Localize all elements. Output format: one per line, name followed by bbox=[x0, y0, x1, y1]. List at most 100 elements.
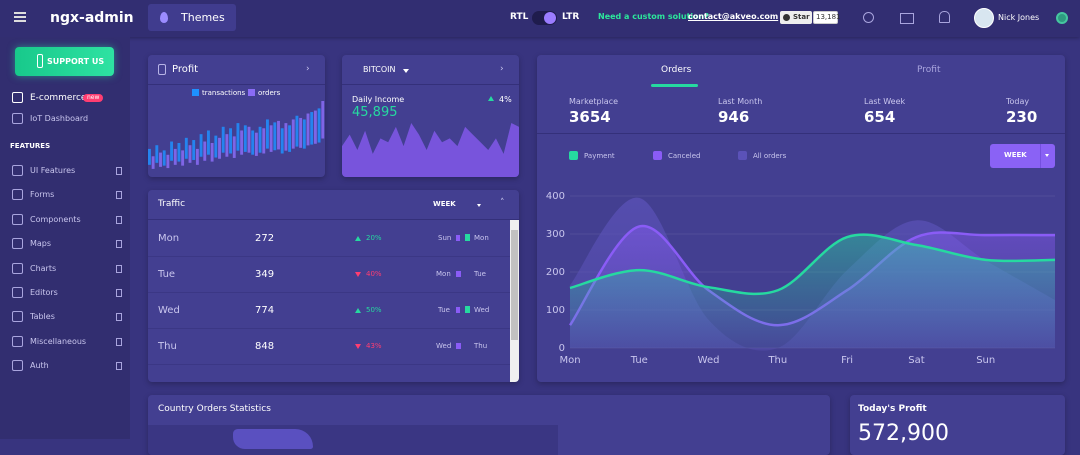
map-land bbox=[233, 429, 313, 449]
bar bbox=[210, 143, 214, 162]
rtl-label[interactable]: RTL bbox=[510, 12, 529, 22]
email-link[interactable]: contact@akveo.com bbox=[688, 12, 779, 21]
tab-indicator bbox=[651, 84, 698, 87]
chevron[interactable]: › bbox=[500, 64, 504, 74]
profit-card: Profit › transactions orders bbox=[148, 55, 325, 177]
traffic-value: 848 bbox=[255, 341, 275, 352]
expand-icon[interactable] bbox=[116, 337, 122, 346]
search-icon[interactable] bbox=[863, 12, 874, 23]
settings-icon[interactable] bbox=[1056, 12, 1068, 24]
bar bbox=[247, 126, 251, 153]
bar bbox=[295, 115, 299, 147]
bar bbox=[203, 141, 207, 161]
bar bbox=[192, 140, 196, 160]
star-label: Star bbox=[793, 13, 810, 21]
expand-icon[interactable] bbox=[116, 289, 122, 297]
expand-icon[interactable] bbox=[116, 191, 122, 200]
feature-item[interactable]: UI Features bbox=[30, 166, 76, 175]
trend-arrow bbox=[355, 272, 361, 277]
separator bbox=[148, 219, 519, 220]
bar bbox=[277, 120, 280, 150]
sidebar: SUPPORT US E-commerce new IoT Dashboard FEA… bbox=[0, 37, 130, 439]
tab[interactable]: Orders bbox=[661, 65, 692, 75]
feature-icon bbox=[12, 165, 23, 176]
currency-select[interactable]: BITCOIN bbox=[363, 65, 396, 74]
ltr-label[interactable]: LTR bbox=[562, 12, 580, 22]
bar bbox=[188, 145, 192, 163]
period-button[interactable]: WEEK bbox=[990, 144, 1055, 168]
expand-icon[interactable] bbox=[116, 167, 122, 175]
feature-item[interactable]: Forms bbox=[30, 190, 55, 200]
feature-item[interactable]: Auth bbox=[30, 361, 49, 371]
legend-label[interactable]: Canceled bbox=[668, 152, 701, 160]
stat-label: Today bbox=[1006, 97, 1030, 106]
legend-swatch[interactable] bbox=[738, 151, 747, 160]
expand-icon[interactable] bbox=[116, 215, 122, 224]
expand-icon[interactable] bbox=[116, 362, 122, 371]
dropdown-caret[interactable] bbox=[403, 69, 409, 73]
legend-swatch[interactable] bbox=[569, 151, 578, 160]
bar bbox=[306, 113, 310, 146]
legend-swatch[interactable] bbox=[653, 151, 662, 160]
x-tick-label: Sat bbox=[908, 355, 924, 366]
feature-icon bbox=[12, 189, 23, 201]
legend-label: orders bbox=[258, 89, 281, 97]
bar bbox=[266, 119, 269, 149]
bar bbox=[240, 130, 244, 155]
theme-button[interactable]: Themes bbox=[148, 4, 236, 31]
bell-icon[interactable] bbox=[939, 11, 950, 23]
expand-icon[interactable] bbox=[116, 313, 122, 322]
tab[interactable]: Profit bbox=[917, 65, 941, 75]
compare-bar bbox=[465, 234, 470, 241]
user-name[interactable]: Nick Jones bbox=[998, 13, 1040, 22]
compare-from: Tue bbox=[438, 306, 450, 314]
compare-to: Tue bbox=[474, 270, 486, 278]
compare-from: Wed bbox=[436, 342, 452, 350]
menu-item[interactable]: IoT Dashboard bbox=[30, 114, 89, 123]
dropdown-caret[interactable] bbox=[477, 204, 481, 207]
avatar[interactable] bbox=[974, 8, 994, 28]
feature-item[interactable]: Charts bbox=[30, 263, 57, 273]
map-area[interactable] bbox=[148, 425, 558, 455]
trend-arrow bbox=[355, 308, 361, 313]
support-button[interactable]: SUPPORT US bbox=[15, 47, 114, 76]
menu-toggle[interactable] bbox=[14, 12, 26, 22]
feature-item[interactable]: Tables bbox=[30, 312, 55, 322]
feature-item[interactable]: Editors bbox=[30, 288, 58, 297]
scrollbar[interactable] bbox=[510, 220, 519, 382]
chevron[interactable]: › bbox=[306, 64, 310, 74]
brand[interactable]: ngx-admin bbox=[50, 10, 134, 26]
bar bbox=[173, 148, 177, 165]
feature-item[interactable]: Components bbox=[30, 214, 81, 224]
star-count-box[interactable]: 13,181 bbox=[813, 11, 841, 24]
bar bbox=[262, 128, 266, 154]
feature-icon bbox=[12, 287, 23, 298]
star-button[interactable]: Star bbox=[780, 11, 812, 24]
bar bbox=[291, 119, 295, 149]
legend-label: transactions bbox=[202, 89, 246, 97]
bar bbox=[251, 130, 255, 155]
bar bbox=[288, 125, 292, 152]
mail-icon[interactable] bbox=[900, 13, 914, 24]
bar bbox=[151, 156, 155, 169]
period-select[interactable]: WEEK bbox=[433, 200, 456, 208]
menu-badge: new bbox=[83, 94, 104, 102]
traffic-delta: 43% bbox=[366, 342, 382, 350]
feature-item[interactable]: Maps bbox=[30, 239, 52, 249]
direction-toggle[interactable] bbox=[532, 11, 557, 25]
bar bbox=[181, 150, 185, 166]
expand-icon[interactable] bbox=[116, 240, 122, 249]
trend-arrow bbox=[355, 236, 361, 241]
y-tick-label: 0 bbox=[559, 343, 565, 354]
menu-item[interactable]: E-commerce bbox=[30, 93, 87, 103]
bitcoin-chart bbox=[342, 123, 519, 177]
bar bbox=[280, 128, 284, 154]
feature-item[interactable]: Miscellaneous bbox=[30, 336, 87, 346]
legend-label[interactable]: Payment bbox=[584, 152, 615, 160]
collapse[interactable]: ˄ bbox=[500, 198, 505, 208]
expand-icon[interactable] bbox=[116, 264, 122, 273]
bitcoin-card: BITCOIN › Daily Income 4% 45,895 bbox=[342, 55, 519, 177]
legend-label[interactable]: All orders bbox=[753, 152, 787, 160]
traffic-card: Traffic WEEK ˄ Mon 272 20% Sun Mon Tue 349 40% M… bbox=[148, 190, 519, 382]
